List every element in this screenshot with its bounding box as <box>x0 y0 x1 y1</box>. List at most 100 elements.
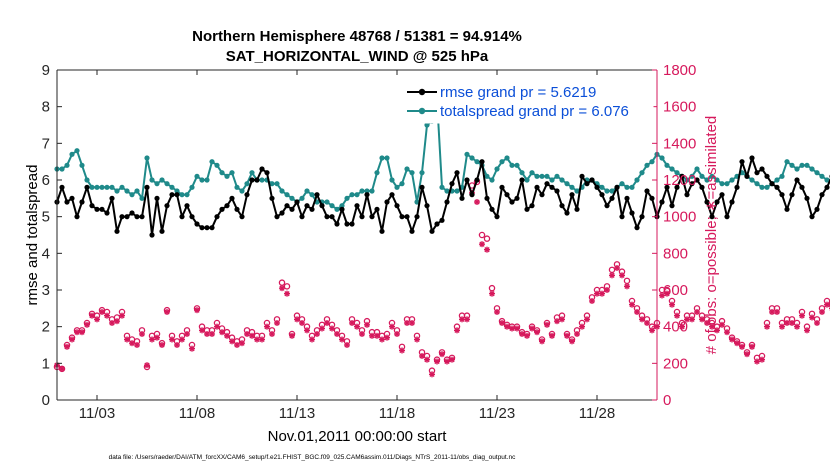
legend: rmse grand pr = 5.6219 totalspread grand… <box>402 78 654 124</box>
totalspread-point <box>444 188 450 194</box>
obs-assimilated-point <box>169 336 175 343</box>
obs-assimilated-point <box>274 320 280 326</box>
totalspread-point <box>204 177 210 183</box>
totalspread-point <box>544 173 550 179</box>
totalspread-point <box>569 184 575 190</box>
rmse-point <box>549 184 555 190</box>
obs-assimilated-point <box>79 329 85 336</box>
obs-assimilated-point <box>369 332 375 339</box>
totalspread-point <box>619 181 625 187</box>
totalspread-point <box>199 177 205 183</box>
obs-assimilated-point <box>304 327 310 334</box>
obs-assimilated-point <box>289 332 295 339</box>
x-tick-label: 11/03 <box>79 405 115 422</box>
totalspread-point <box>129 192 135 198</box>
obs-assimilated-point <box>609 272 615 279</box>
rmse-point <box>89 203 95 209</box>
rmse-point <box>784 206 790 212</box>
legend-marker-spread <box>418 107 426 115</box>
rmse-point <box>414 214 420 220</box>
totalspread-point <box>139 195 145 201</box>
rmse-point <box>824 184 830 190</box>
obs-assimilated-point <box>779 323 785 330</box>
rmse-point <box>769 181 775 187</box>
rmse-point <box>324 214 330 220</box>
totalspread-point <box>484 173 490 179</box>
totalspread-point <box>659 155 665 161</box>
totalspread-point <box>304 188 310 194</box>
totalspread-point <box>334 206 340 212</box>
obs-assimilated-point <box>509 325 515 332</box>
totalspread-point <box>99 184 105 190</box>
totalspread-point <box>674 170 680 176</box>
rmse-point <box>409 228 415 234</box>
totalspread-point <box>504 155 510 161</box>
obs-assimilated-point <box>519 331 525 337</box>
rmse-point <box>244 192 250 198</box>
obs-assimilated-point <box>259 336 265 343</box>
rmse-point <box>454 170 460 176</box>
totalspread-point <box>279 188 285 194</box>
rmse-point <box>474 177 480 183</box>
rmse-point <box>704 199 710 205</box>
totalspread-point <box>269 181 275 187</box>
totalspread-point <box>299 195 305 201</box>
obs-assimilated-point <box>819 309 825 315</box>
x-tick-label: 11/18 <box>379 405 415 422</box>
totalspread-point <box>194 173 200 179</box>
obs-assimilated-point <box>624 283 630 290</box>
rmse-point <box>274 214 280 220</box>
y2-tick-label: 1800 <box>663 62 696 79</box>
rmse-point <box>174 192 180 198</box>
rmse-point <box>644 188 650 194</box>
rmse-point <box>79 199 85 205</box>
totalspread-point <box>344 195 350 201</box>
obs-assimilated-point <box>749 343 755 350</box>
obs-assimilated-point <box>544 321 550 328</box>
rmse-point <box>69 195 75 201</box>
obs-assimilated-point <box>404 320 410 326</box>
x-tick-label: 11/23 <box>479 405 515 422</box>
rmse-point <box>344 221 350 227</box>
rmse-point <box>579 173 585 179</box>
rmse-point <box>284 203 290 209</box>
rmse-point <box>734 184 740 190</box>
obs-assimilated-point <box>64 343 70 350</box>
rmse-point <box>359 214 365 220</box>
totalspread-point <box>529 170 535 176</box>
totalspread-point <box>154 181 160 187</box>
rmse-point <box>689 181 695 187</box>
rmse-point <box>694 177 700 183</box>
chart-title: Northern Hemisphere 48768 / 51381 = 94.9… <box>192 28 522 45</box>
rmse-point <box>449 181 455 187</box>
totalspread-point <box>369 188 375 194</box>
rmse-point <box>739 159 745 165</box>
totalspread-point <box>794 166 800 172</box>
obs-assimilated-point <box>604 287 610 293</box>
obs-assimilated-point <box>254 336 260 343</box>
rmse-point <box>669 203 675 209</box>
totalspread-point <box>554 173 560 179</box>
rmse-point <box>764 173 770 179</box>
totalspread-point <box>699 173 705 179</box>
y2-tick-label: 600 <box>663 282 688 299</box>
rmse-point <box>239 214 245 220</box>
obs-assimilated-point <box>154 334 160 341</box>
obs-assimilated-point <box>489 290 495 297</box>
obs-assimilated-point <box>119 312 125 319</box>
rmse-point <box>154 195 160 201</box>
rmse-point <box>179 214 185 220</box>
obs-assimilated-point <box>334 331 340 337</box>
obs-assimilated-point <box>269 331 275 337</box>
rmse-point <box>139 214 145 220</box>
rmse-point <box>584 181 590 187</box>
obs-assimilated-point <box>764 323 770 330</box>
obs-assimilated-point <box>74 329 80 336</box>
rmse-point <box>464 177 470 183</box>
rmse-point <box>164 203 170 209</box>
totalspread-point <box>329 203 335 209</box>
rmse-point <box>119 214 125 220</box>
totalspread-point <box>709 173 715 179</box>
obs-assimilated-point <box>149 336 155 343</box>
rmse-point <box>144 184 150 190</box>
